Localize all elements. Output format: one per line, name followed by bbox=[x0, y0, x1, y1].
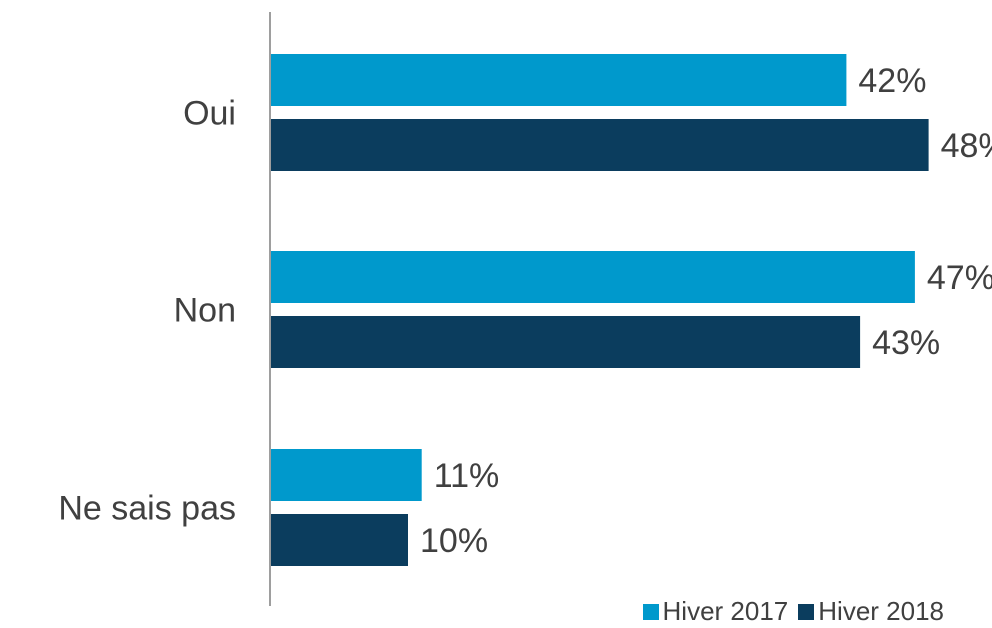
data-label: 48% bbox=[941, 127, 992, 165]
bar bbox=[271, 316, 861, 368]
bar bbox=[271, 514, 408, 566]
category-label: Oui bbox=[183, 95, 236, 133]
data-label: 11% bbox=[434, 457, 500, 495]
data-label: 43% bbox=[872, 324, 940, 362]
legend-label-hiver-2018: Hiver 2018 bbox=[818, 596, 944, 626]
legend-swatch-hiver-2018 bbox=[798, 603, 815, 620]
legend-item-hiver-2017: Hiver 2017 bbox=[642, 596, 789, 627]
bar bbox=[271, 449, 422, 501]
category-label: Non bbox=[174, 292, 236, 330]
data-label: 42% bbox=[858, 62, 926, 100]
legend-swatch-hiver-2017 bbox=[642, 603, 659, 620]
bar bbox=[271, 119, 929, 171]
data-label: 47% bbox=[927, 259, 992, 297]
legend-item-hiver-2018: Hiver 2018 bbox=[798, 596, 944, 627]
legend: Hiver 2017 Hiver 2018 bbox=[633, 596, 944, 627]
bar bbox=[271, 54, 847, 106]
category-label: Ne sais pas bbox=[58, 490, 236, 528]
legend-label-hiver-2017: Hiver 2017 bbox=[662, 596, 789, 626]
data-label: 10% bbox=[420, 522, 488, 560]
bar bbox=[271, 251, 915, 303]
